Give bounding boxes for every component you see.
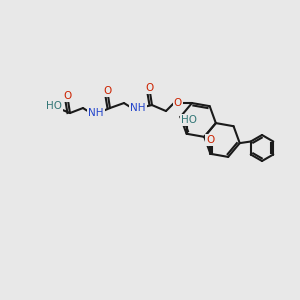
Text: HO: HO	[46, 101, 62, 111]
Text: O: O	[206, 135, 214, 145]
Text: HO: HO	[181, 115, 196, 125]
Text: O: O	[174, 98, 182, 108]
Text: NH: NH	[130, 103, 146, 113]
Text: O: O	[104, 86, 112, 96]
Text: O: O	[146, 83, 154, 93]
Text: O: O	[64, 91, 72, 101]
Text: NH: NH	[88, 108, 104, 118]
